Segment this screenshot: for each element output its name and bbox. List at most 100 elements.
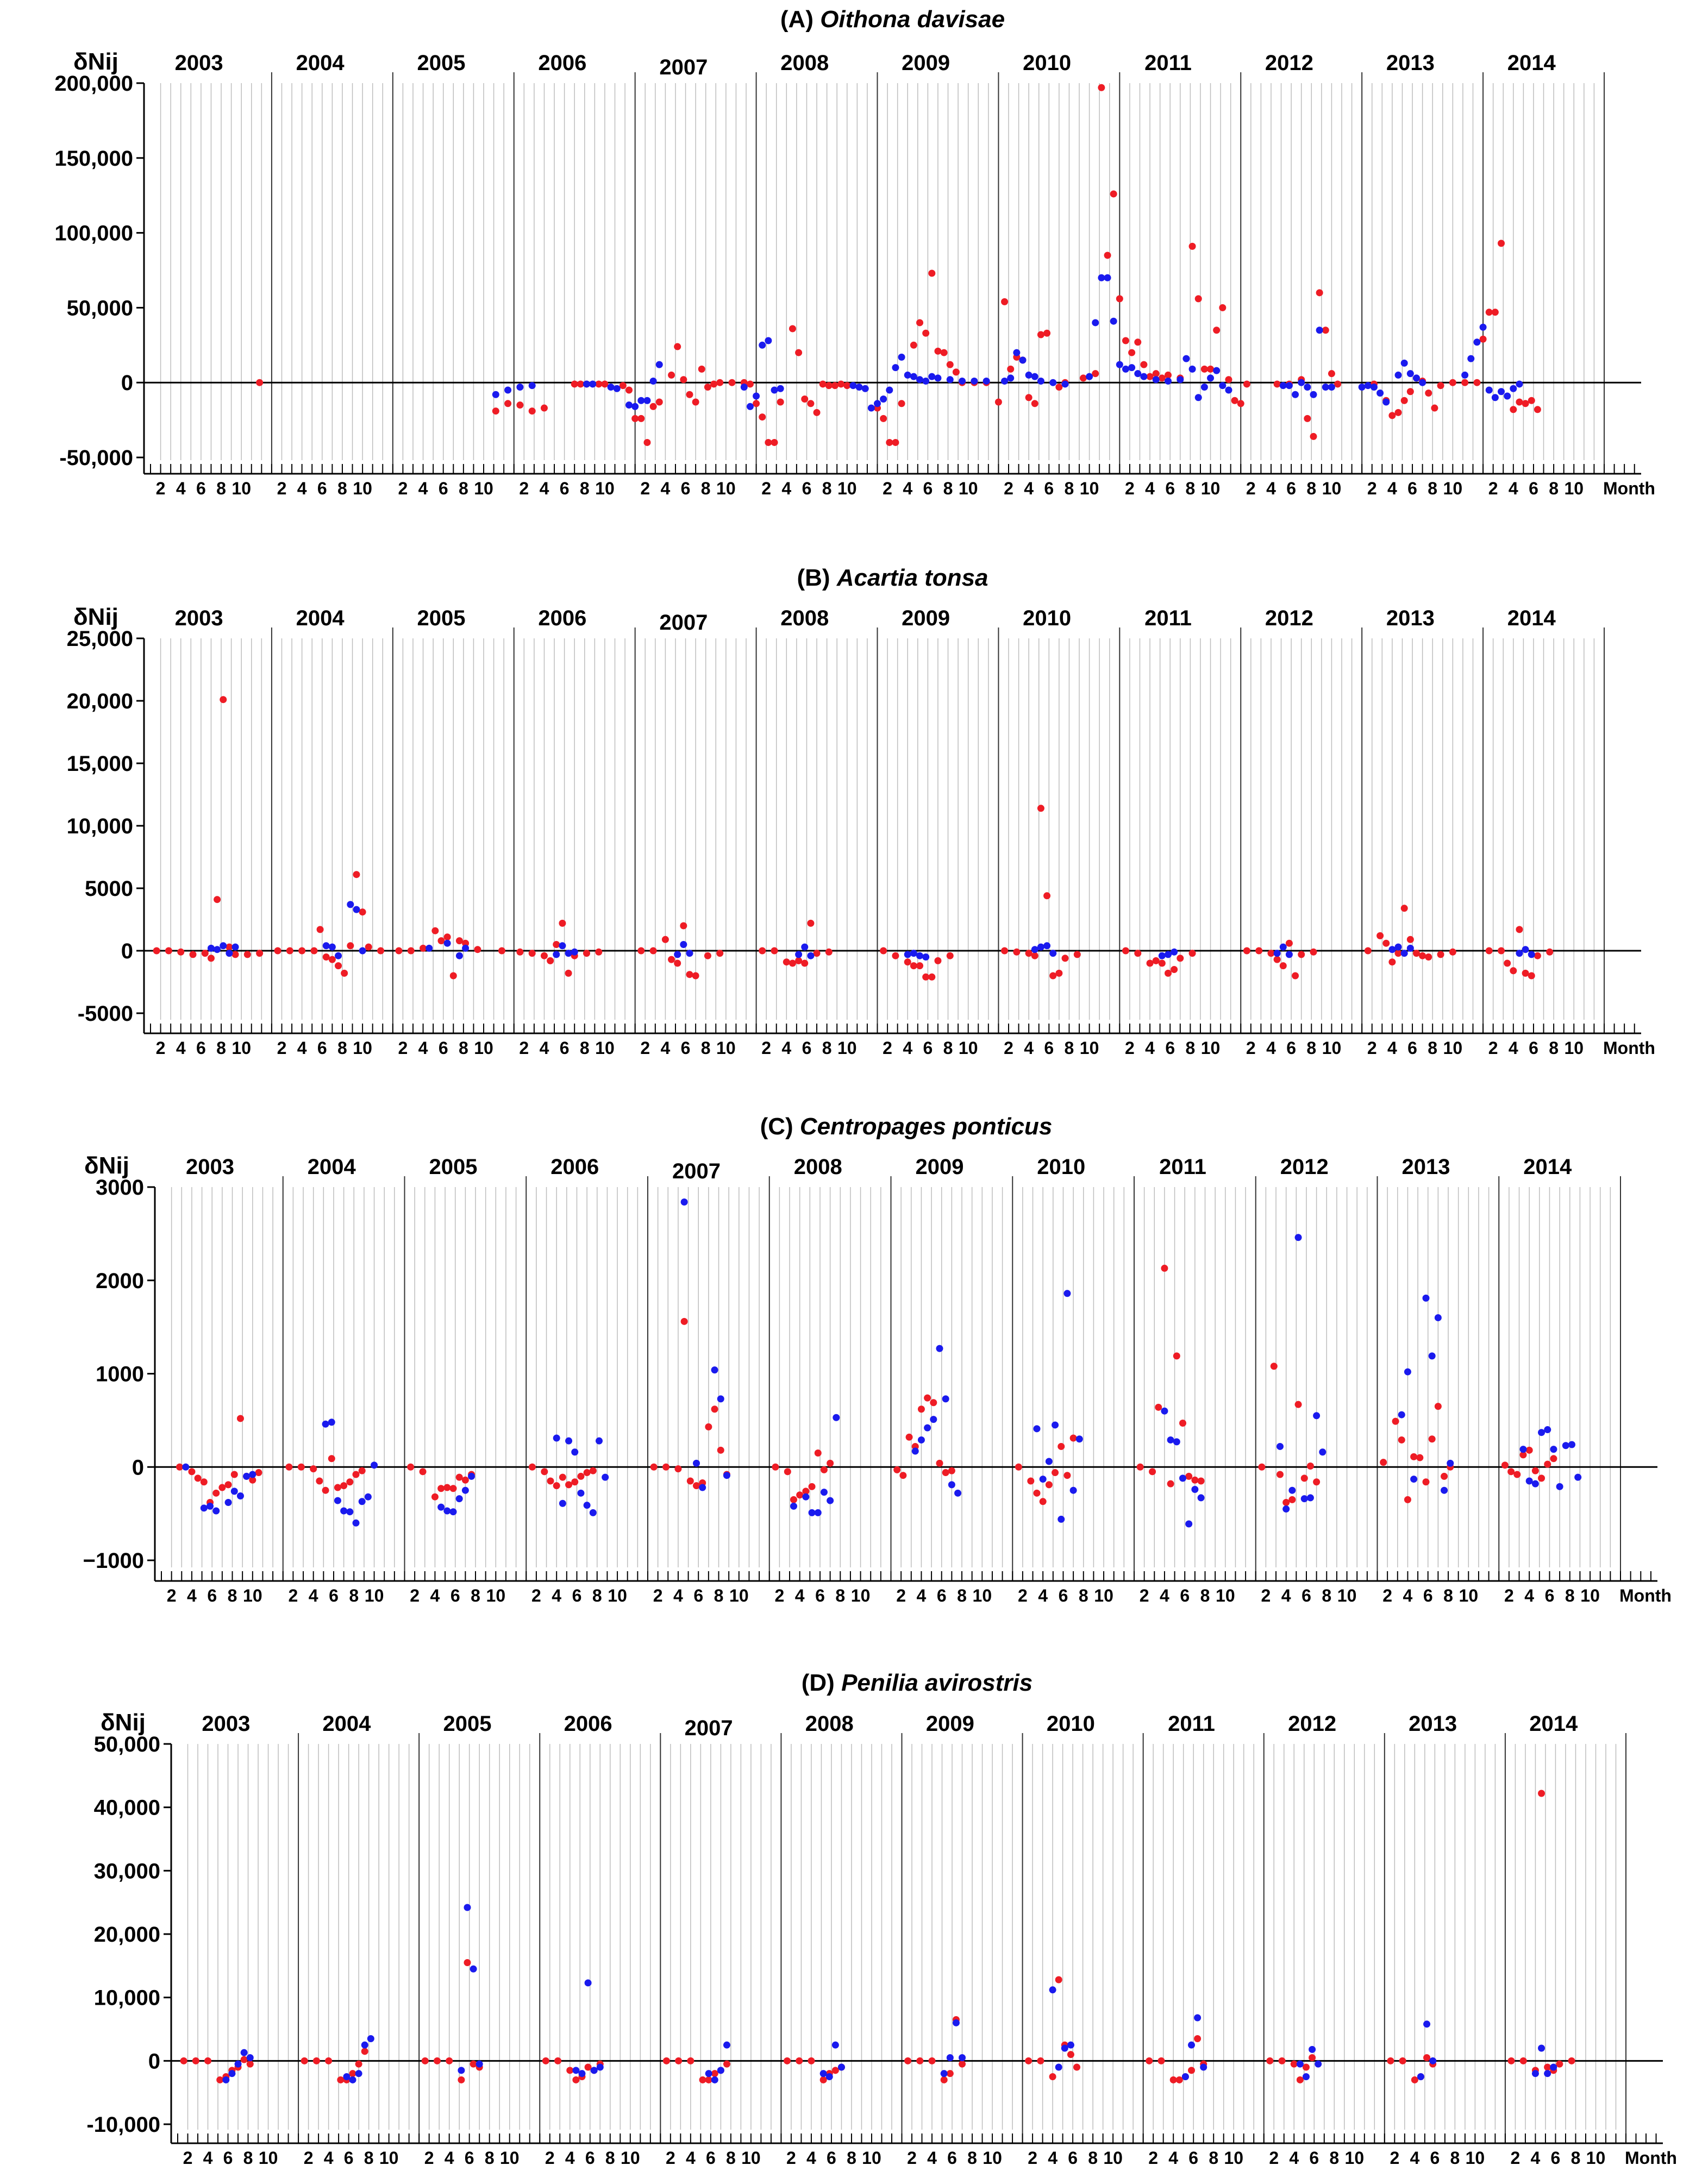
- chart-title-prefix: (C): [760, 1113, 800, 1140]
- data-point: [1504, 392, 1511, 400]
- data-point: [246, 2054, 254, 2061]
- data-point: [216, 2076, 224, 2083]
- y-tick-label: 0: [132, 1455, 144, 1479]
- month-label: 2: [1148, 2148, 1158, 2168]
- month-label: 4: [781, 1038, 791, 1058]
- data-point: [1273, 380, 1281, 388]
- month-label: 4: [176, 479, 186, 498]
- data-point: [789, 959, 796, 967]
- month-label: 8: [1322, 1586, 1331, 1605]
- data-point: [584, 2063, 592, 2071]
- month-label: 10: [1103, 2148, 1123, 2168]
- month-label: 2: [1246, 1038, 1256, 1058]
- year-label: 2011: [1144, 51, 1192, 75]
- data-point: [1528, 972, 1535, 980]
- data-point: [470, 2060, 477, 2068]
- data-point: [1461, 371, 1469, 379]
- month-label: 8: [228, 1586, 237, 1605]
- data-point: [1510, 967, 1517, 975]
- chart-title-species: Acartia tonsa: [836, 564, 988, 591]
- data-point: [1516, 380, 1523, 388]
- month-label: 10: [1201, 479, 1221, 498]
- month-label: 8: [216, 1038, 226, 1058]
- data-point: [1086, 373, 1093, 380]
- data-point: [1149, 1468, 1156, 1476]
- month-label: 10: [1466, 2148, 1485, 2168]
- data-point: [1188, 242, 1196, 250]
- data-point: [698, 365, 705, 373]
- month-label: 6: [1529, 479, 1538, 498]
- data-point: [316, 1477, 323, 1485]
- y-tick-label: 25,000: [67, 627, 133, 651]
- data-point: [1319, 1448, 1326, 1456]
- data-point: [359, 908, 366, 916]
- month-label: 4: [903, 479, 912, 498]
- data-point: [458, 2067, 465, 2074]
- data-point: [771, 438, 778, 446]
- data-point: [419, 1468, 427, 1476]
- month-label: 2: [666, 2148, 675, 2168]
- data-point: [297, 1463, 305, 1471]
- month-label: 4: [1387, 479, 1397, 498]
- data-point: [892, 438, 899, 446]
- data-point: [1538, 1429, 1545, 1436]
- data-point: [1538, 1474, 1545, 1482]
- month-label: 8: [1443, 1586, 1453, 1605]
- month-label: 10: [851, 1586, 871, 1605]
- data-point: [704, 952, 711, 959]
- month-label: 4: [1509, 1038, 1518, 1058]
- data-point: [346, 1508, 354, 1516]
- data-point: [716, 950, 724, 957]
- month-label: 6: [1430, 2148, 1440, 2168]
- data-point: [1188, 365, 1196, 373]
- data-point: [1516, 398, 1523, 406]
- data-point: [680, 922, 687, 930]
- data-point: [1037, 377, 1044, 385]
- month-label: 10: [379, 2148, 399, 2168]
- data-point: [1157, 2057, 1165, 2064]
- data-point: [236, 1492, 244, 1499]
- data-point: [765, 438, 772, 446]
- data-point: [1169, 2076, 1177, 2083]
- data-point: [1313, 1478, 1321, 1486]
- month-label: 6: [329, 1586, 339, 1605]
- data-point: [1116, 295, 1123, 303]
- data-point: [631, 415, 639, 422]
- data-point: [940, 2076, 948, 2083]
- data-point: [705, 1423, 712, 1430]
- data-point: [934, 347, 942, 355]
- chart-title-prefix: (A): [780, 6, 820, 33]
- data-point: [1104, 252, 1111, 259]
- data-point: [892, 952, 899, 959]
- month-label: 2: [774, 1586, 784, 1605]
- data-point: [1273, 950, 1281, 957]
- data-point: [637, 947, 645, 955]
- data-point: [1410, 1453, 1418, 1460]
- data-point: [759, 947, 766, 955]
- data-point: [1358, 383, 1366, 391]
- data-point: [814, 1449, 822, 1457]
- month-label: 6: [317, 479, 327, 498]
- month-label: 2: [640, 479, 650, 498]
- month-label: 2: [1511, 2148, 1520, 2168]
- data-point: [1031, 952, 1038, 959]
- data-point: [1165, 951, 1172, 958]
- data-point: [1370, 383, 1378, 391]
- data-point: [1243, 947, 1250, 955]
- month-label: 4: [1266, 1038, 1276, 1058]
- data-point: [833, 1414, 840, 1421]
- month-label: 6: [439, 479, 448, 498]
- data-point: [1507, 2057, 1515, 2064]
- data-point: [1400, 359, 1408, 367]
- data-point: [301, 2057, 308, 2064]
- data-point: [922, 953, 930, 961]
- month-label: 6: [317, 1038, 327, 1058]
- month-label: 10: [474, 1038, 493, 1058]
- month-label: 2: [304, 2148, 314, 2168]
- data-point: [917, 1405, 925, 1413]
- data-point: [589, 1467, 597, 1474]
- year-label: 2014: [1507, 606, 1556, 630]
- data-point: [1152, 957, 1160, 964]
- data-point: [934, 957, 942, 964]
- series-blue-points: [222, 1904, 1557, 2083]
